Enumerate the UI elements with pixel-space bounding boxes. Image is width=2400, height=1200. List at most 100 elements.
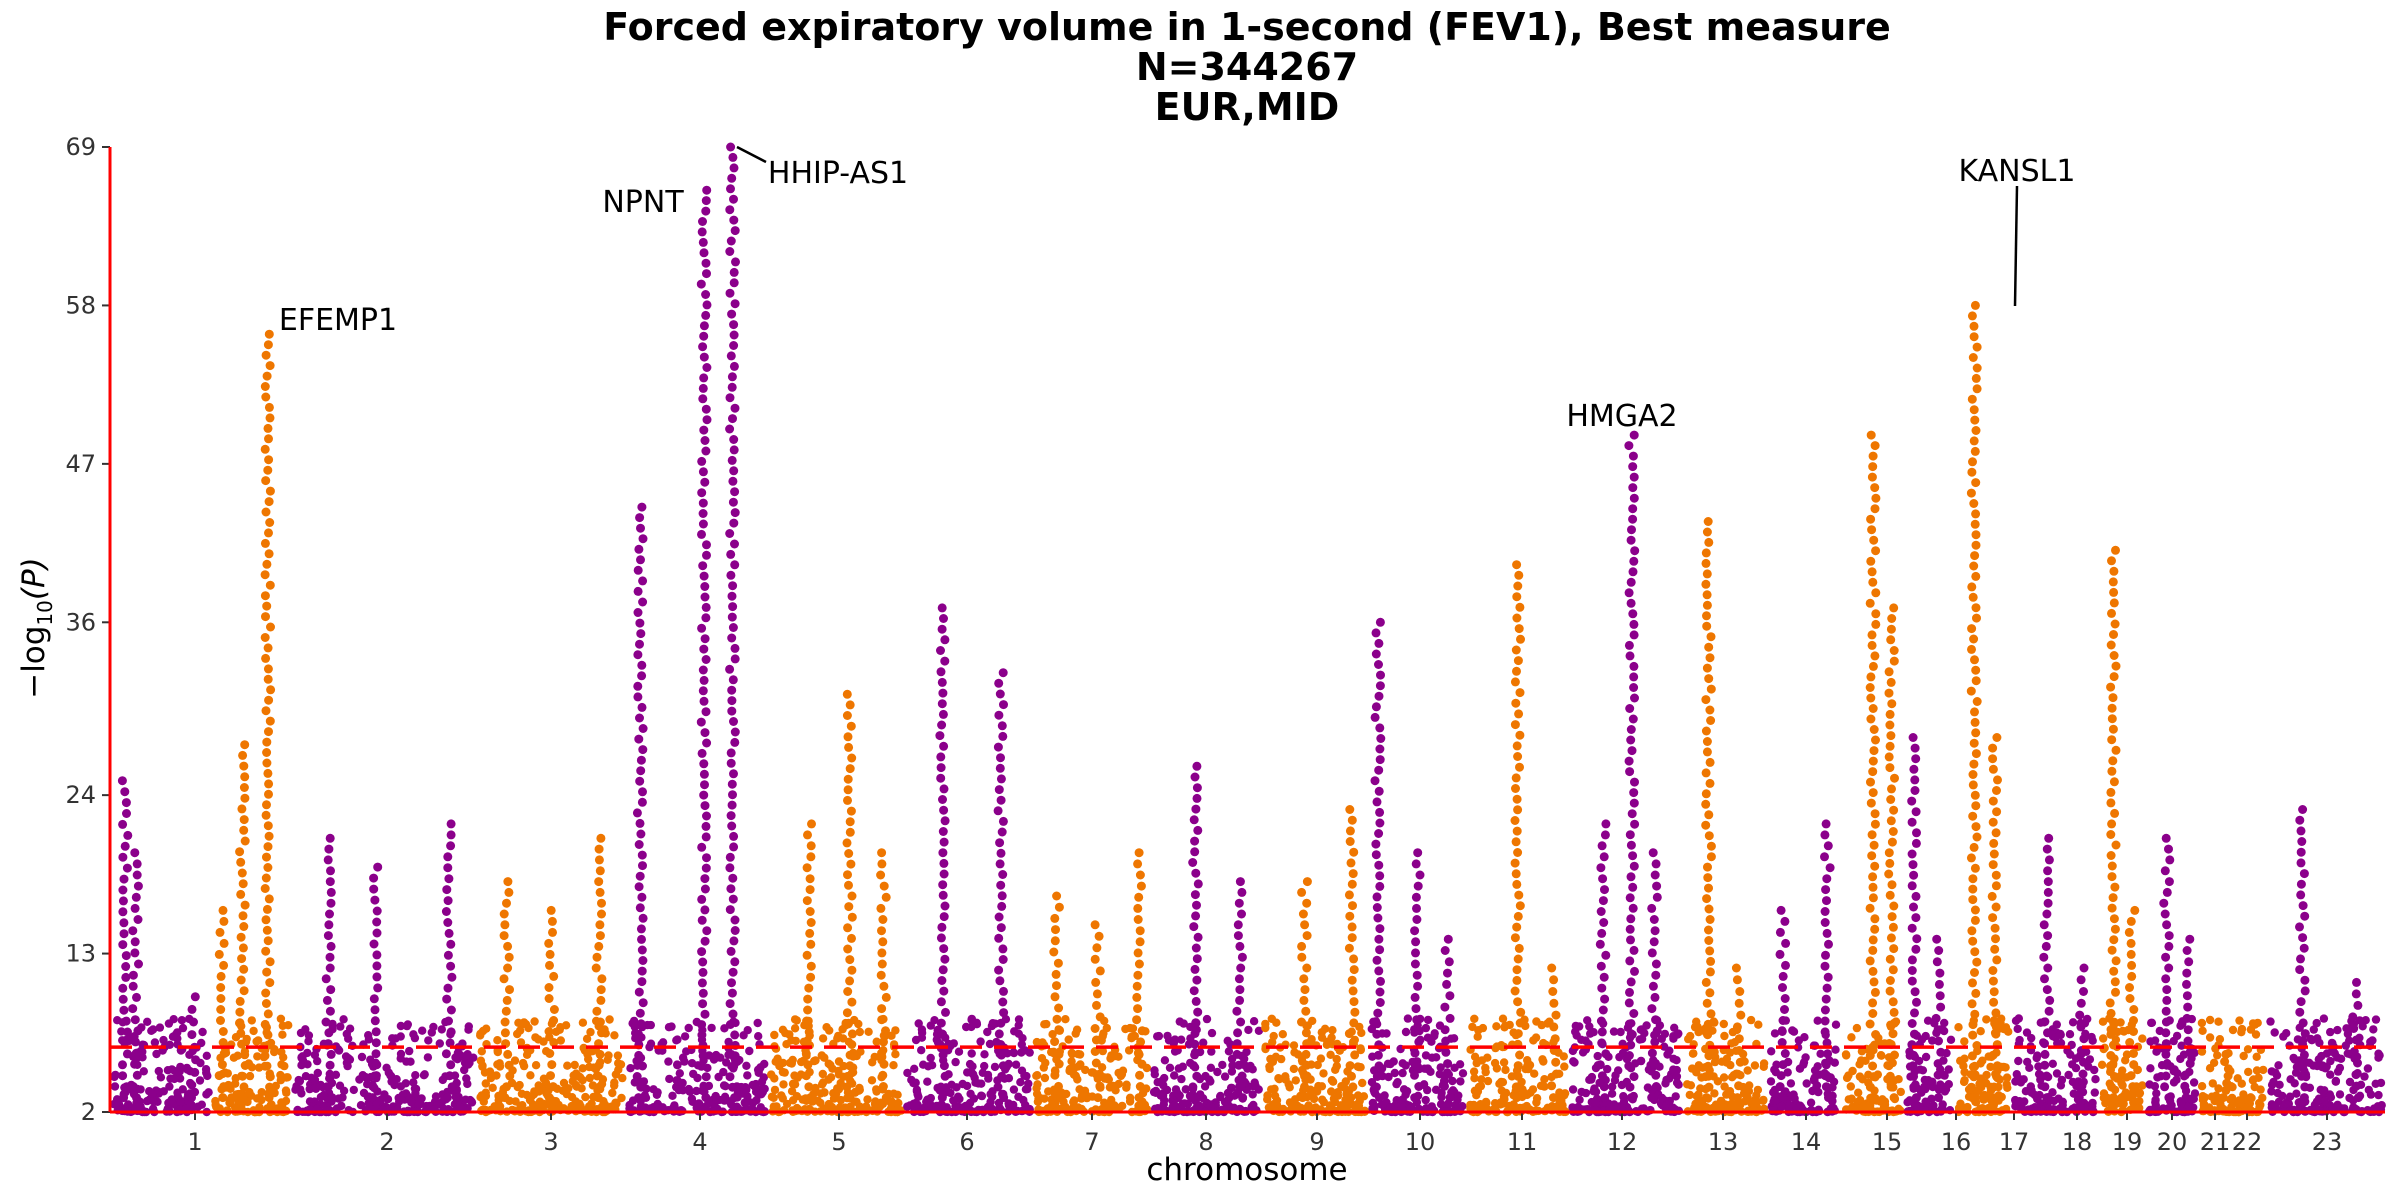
- snp-point: [1044, 1087, 1053, 1096]
- snp-point: [415, 1096, 424, 1106]
- snp-peak-point: [1548, 987, 1558, 996]
- snp-peak-point: [1971, 426, 1981, 435]
- snp-peak-point: [1781, 938, 1791, 948]
- snp-peak-point: [1890, 1050, 1899, 1060]
- snp-peak-point: [1907, 849, 1917, 859]
- snp-peak-point: [876, 870, 886, 880]
- snp-peak-point: [1600, 830, 1610, 840]
- snp-peak-point: [634, 1093, 644, 1103]
- snp-point: [1719, 1019, 1729, 1029]
- snp-peak-point: [1410, 992, 1420, 1002]
- snp-peak-point: [187, 1004, 197, 1014]
- snp-peak-point: [699, 696, 709, 706]
- chromosome-20-points: [2097, 545, 2147, 1117]
- snp-peak-point: [1867, 851, 1877, 861]
- snp-point: [405, 1046, 414, 1056]
- snp-peak-point: [846, 806, 856, 816]
- snp-point: [1918, 1066, 1928, 1075]
- snp-peak-point: [119, 918, 129, 928]
- snp-point: [1642, 1021, 1651, 1030]
- snp-point: [1473, 1032, 1482, 1041]
- snp-point: [2002, 1073, 2012, 1082]
- snp-peak-point: [2042, 985, 2052, 995]
- snp-point: [2152, 1089, 2161, 1098]
- snp-peak-point: [1513, 581, 1523, 591]
- snp-peak-point: [264, 894, 274, 904]
- snp-peak-point: [445, 1071, 455, 1081]
- snp-peak-point: [1091, 977, 1101, 987]
- snp-peak-point: [1514, 624, 1524, 634]
- snp-point: [1725, 1087, 1735, 1096]
- snp-point: [1326, 1050, 1335, 1060]
- snp-point: [745, 1046, 754, 1056]
- snp-peak-point: [266, 685, 276, 695]
- snp-peak-point: [1443, 934, 1453, 944]
- snp-peak-point: [1515, 688, 1525, 698]
- snp-peak-point: [1907, 966, 1917, 975]
- snp-peak-point: [1968, 353, 1978, 362]
- snp-peak-point: [1411, 937, 1421, 947]
- snp-peak-point: [1778, 983, 1787, 992]
- snp-peak-point: [2109, 914, 2119, 924]
- snp-peak-point: [1871, 493, 1881, 503]
- snp-peak-point: [701, 404, 711, 414]
- snp-peak-point: [1297, 1017, 1306, 1027]
- snp-peak-point: [1302, 898, 1312, 908]
- snp-peak-point: [1136, 881, 1146, 891]
- snp-peak-point: [1346, 858, 1356, 868]
- snp-peak-point: [1345, 911, 1355, 921]
- snp-peak-point: [235, 1007, 245, 1017]
- snp-point: [1483, 1076, 1493, 1086]
- snp-peak-point: [2079, 1057, 2088, 1067]
- snp-peak-point: [263, 1009, 273, 1019]
- snp-point: [817, 1080, 827, 1089]
- snp-point: [514, 1018, 523, 1027]
- snp-peak-point: [1651, 959, 1661, 969]
- snp-point: [1540, 1082, 1549, 1091]
- snp-point: [903, 1068, 912, 1078]
- snp-peak-point: [1988, 966, 1998, 975]
- snp-peak-point: [261, 915, 271, 925]
- snp-peak-point: [1193, 1007, 1203, 1017]
- snp-point: [584, 1054, 593, 1064]
- snp-peak-point: [1414, 1082, 1424, 1091]
- snp-peak-point: [729, 341, 739, 350]
- snp-peak-point: [805, 874, 815, 884]
- snp-peak-point: [262, 852, 271, 862]
- snp-point: [2147, 1018, 2156, 1028]
- snp-peak-point: [1547, 963, 1557, 973]
- snp-peak-point: [1888, 997, 1898, 1007]
- snp-point: [1716, 1096, 1726, 1106]
- snp-peak-point: [595, 887, 605, 897]
- snp-point: [396, 1021, 406, 1031]
- snp-point: [1228, 1061, 1237, 1070]
- snp-peak-point: [996, 774, 1006, 784]
- snp-point: [1318, 1095, 1327, 1104]
- snp-peak-point: [700, 634, 710, 644]
- snp-peak-point: [636, 523, 645, 533]
- snp-peak-point: [1302, 877, 1312, 887]
- snp-peak-point: [1624, 998, 1634, 1008]
- snp-peak-point: [2106, 798, 2116, 808]
- snp-point: [1034, 1094, 1043, 1103]
- snp-peak-point: [444, 928, 454, 938]
- snp-peak-point: [1703, 1019, 1713, 1029]
- snp-point: [154, 1066, 163, 1076]
- snp-point: [1075, 1050, 1085, 1059]
- snp-peak-point: [698, 519, 708, 529]
- snp-peak-point: [1372, 903, 1382, 912]
- snp-peak-point: [1869, 535, 1879, 545]
- snp-point: [1207, 1028, 1217, 1038]
- snp-peak-point: [1349, 847, 1359, 857]
- snp-peak-point: [321, 974, 331, 984]
- snp-peak-point: [1887, 699, 1897, 709]
- snp-peak-point: [1598, 1005, 1608, 1015]
- snp-peak-point: [1702, 998, 1712, 1008]
- snp-point: [1806, 1098, 1816, 1107]
- snp-peak-point: [938, 709, 948, 719]
- snp-peak-point: [1706, 841, 1716, 851]
- snp-peak-point: [634, 987, 644, 997]
- snp-peak-point: [843, 795, 852, 805]
- snp-peak-point: [1704, 1082, 1714, 1092]
- snp-point: [1448, 1076, 1457, 1086]
